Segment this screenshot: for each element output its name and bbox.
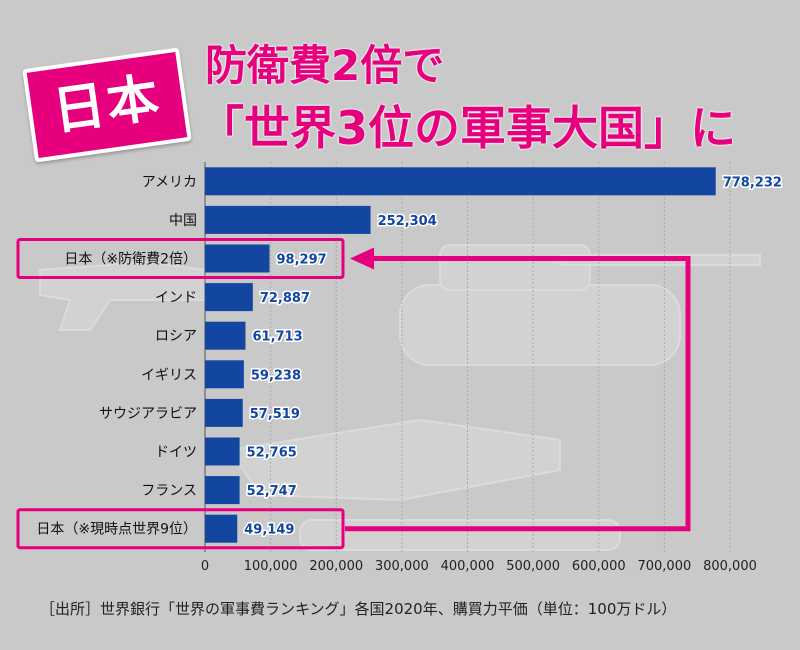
bar	[205, 321, 246, 350]
category-label: ロシア	[155, 329, 197, 345]
bar	[205, 514, 238, 543]
value-label: 252,304	[378, 214, 437, 229]
bar	[205, 283, 253, 312]
category-label: フランス	[141, 483, 197, 499]
connector-arrow-line	[345, 256, 691, 532]
category-label: イギリス	[141, 367, 197, 383]
x-tick-label: 300,000	[375, 559, 429, 574]
value-label: 49,149	[244, 523, 294, 538]
value-label: 59,238	[251, 368, 301, 383]
category-label: 中国	[169, 213, 197, 229]
x-tick-label: 600,000	[572, 559, 626, 574]
category-label: 日本（※現時点世界9位）	[36, 522, 197, 538]
category-label: インド	[155, 290, 197, 306]
arrowhead-icon	[350, 247, 374, 270]
bar	[205, 205, 371, 234]
category-label: アメリカ	[142, 174, 197, 190]
x-tick-label: 700,000	[637, 559, 691, 574]
source-note: ［出所］世界銀行「世界の軍事費ランキング」各国2020年、購買力平価（単位：10…	[40, 600, 677, 618]
bar	[205, 398, 243, 427]
highlight-box	[16, 238, 345, 279]
x-tick-label: 400,000	[441, 559, 495, 574]
value-label: 52,765	[247, 446, 297, 461]
value-label: 57,519	[250, 407, 300, 422]
value-label: 72,887	[260, 291, 310, 306]
value-label: 61,713	[252, 330, 302, 345]
category-label: 日本（※防衛費2倍）	[64, 252, 197, 268]
x-tick-label: 800,000	[703, 559, 757, 574]
x-tick-label: 0	[201, 559, 209, 574]
bar	[205, 360, 244, 389]
x-tick-label: 200,000	[309, 559, 363, 574]
value-label: 98,297	[277, 253, 327, 268]
bar	[205, 167, 716, 196]
highlight-box	[16, 508, 345, 550]
x-tick-label: 500,000	[506, 559, 560, 574]
value-label: 52,747	[247, 484, 297, 499]
headline-line-2: 「世界3位の軍事大国」に	[198, 101, 737, 155]
bar	[205, 476, 240, 505]
value-label: 778,232	[723, 175, 782, 190]
x-tick-label: 100,000	[244, 559, 298, 574]
headline-line-1: 防衛費2倍で	[205, 41, 445, 90]
category-label: ドイツ	[155, 445, 197, 461]
bar	[205, 437, 240, 466]
category-label: サウジアラビア	[99, 406, 197, 422]
bar	[205, 244, 270, 273]
